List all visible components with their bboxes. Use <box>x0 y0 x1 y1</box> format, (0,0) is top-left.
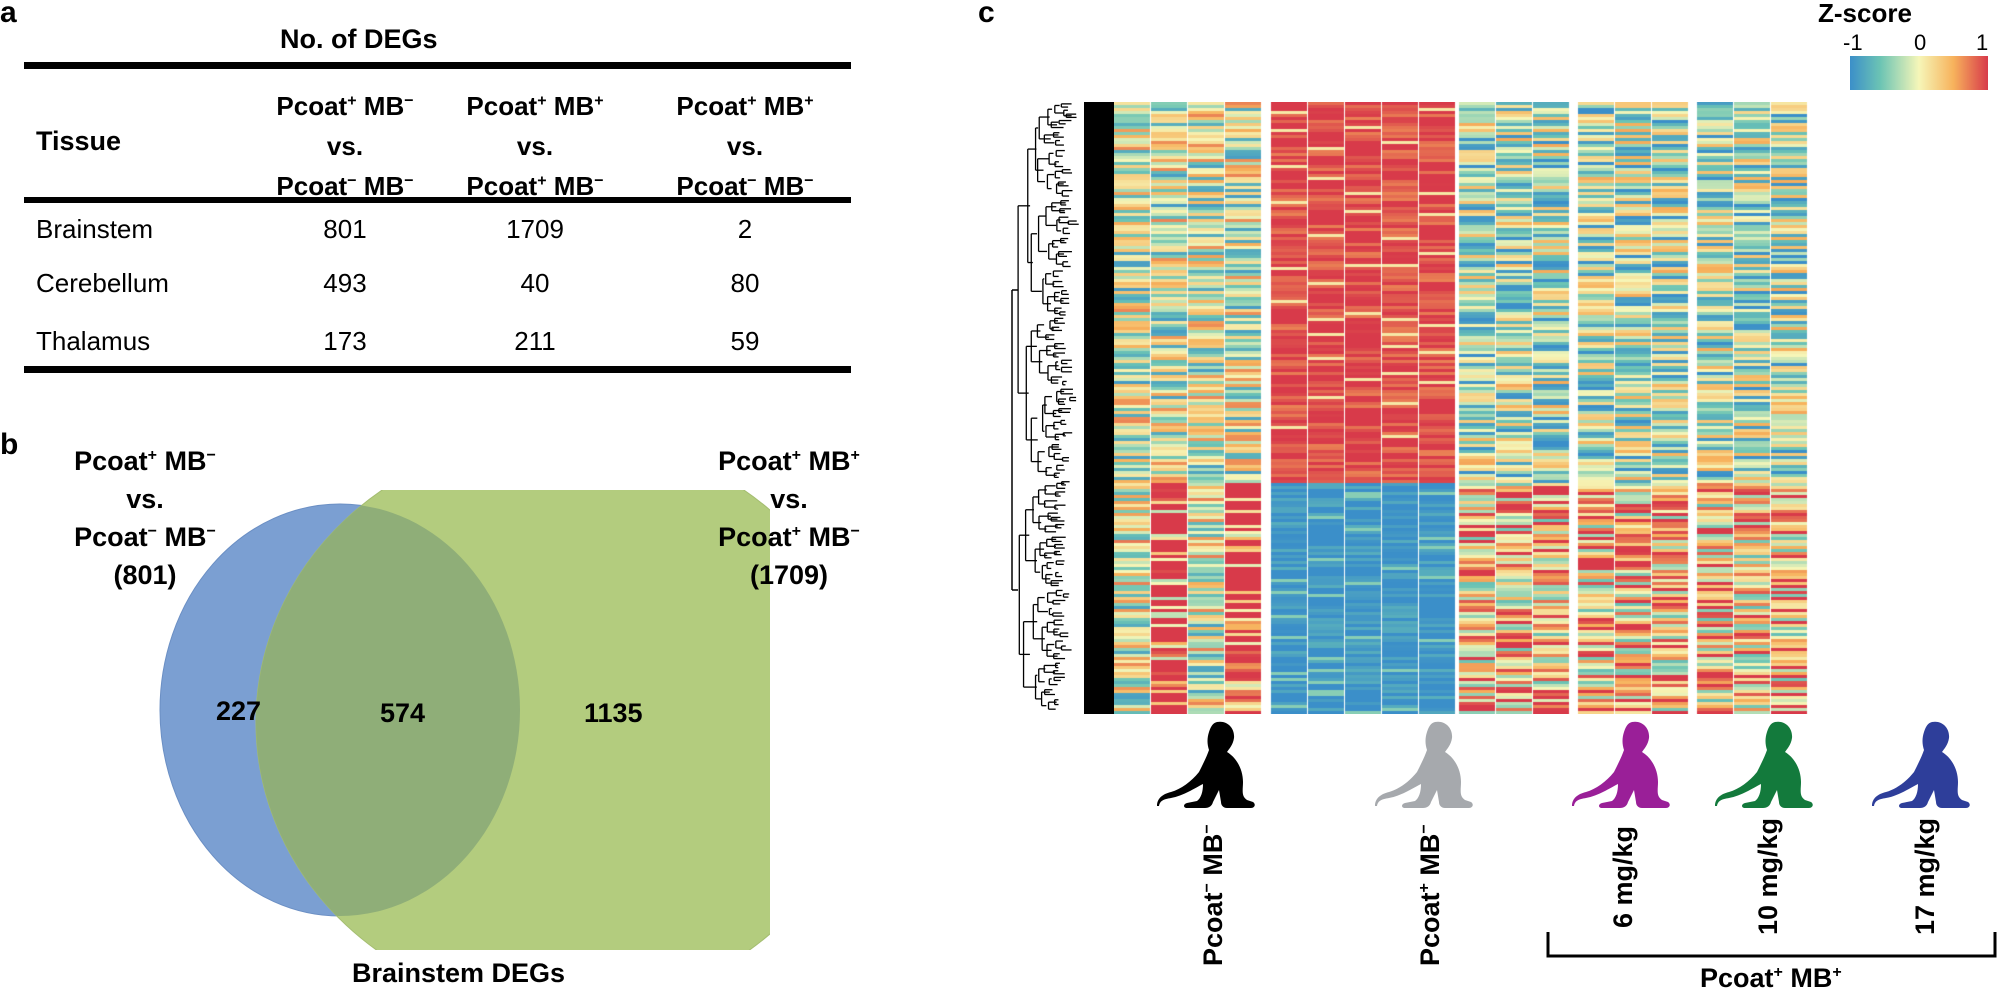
row-value: 59 <box>730 326 760 356</box>
monkey-shape <box>1157 721 1255 808</box>
venn-count-left-only: 227 <box>216 696 262 726</box>
row-value: 211 <box>514 326 556 356</box>
row-value: 40 <box>520 268 550 298</box>
venn-caption: Brainstem DEGs <box>352 958 566 988</box>
zscore-legend-tick: 0 <box>1914 30 1927 55</box>
column-header-2: Pcoat+ MB+ vs. Pcoat+ MB− <box>466 91 604 201</box>
row-value: 80 <box>730 268 760 298</box>
monkey-icon-gray <box>1375 721 1473 808</box>
group-label-17mg: 17 mg/kg <box>1910 817 1940 935</box>
venn-count-overlap: 574 <box>380 698 426 728</box>
venn-left-label: Pcoat+ MB− vs. Pcoat− MB− (801) <box>74 446 216 590</box>
row-tissue: Brainstem <box>36 214 154 244</box>
column-header-3: Pcoat+ MB+ vs. Pcoat− MB− <box>676 91 814 201</box>
panel-a-letter: a <box>0 0 17 29</box>
zscore-legend-title: Z-score <box>1818 0 1912 28</box>
dose-bracket <box>1546 932 1997 958</box>
monkey-icon-green <box>1715 721 1813 808</box>
zscore-legend-tick: 1 <box>1976 30 1989 55</box>
venn-overlap <box>256 504 520 916</box>
row-tissue: Thalamus <box>36 326 151 356</box>
column-header-1: Pcoat+ MB− vs. Pcoat− MB− <box>276 91 414 201</box>
panel-c-letter: c <box>978 0 995 29</box>
table-title: No. of DEGs <box>280 24 438 54</box>
row-tissue: Cerebellum <box>36 268 169 298</box>
monkey-icon-purple <box>1572 721 1670 808</box>
row-value: 493 <box>323 268 367 298</box>
panel-b-letter: b <box>0 428 19 461</box>
row-value: 173 <box>323 326 367 356</box>
row-dendrogram <box>1011 102 1122 714</box>
row-value: 2 <box>737 214 753 244</box>
table-header-rule <box>24 197 851 203</box>
heatmap <box>1114 102 1996 714</box>
group-label-10mg: 10 mg/kg <box>1753 817 1783 935</box>
monkey-icon-blue <box>1872 721 1970 808</box>
zscore-colorbar <box>1850 56 1988 90</box>
tissue-header: Tissue <box>36 126 122 156</box>
table-bottom-rule <box>24 366 851 373</box>
venn-right-label: Pcoat+ MB+ vs. Pcoat+ MB− (1709) <box>718 446 860 590</box>
venn-count-right-only: 1135 <box>584 698 643 728</box>
row-value: 801 <box>323 214 367 244</box>
bracket-label: Pcoat+ MB+ <box>1700 963 1842 993</box>
row-value: 1709 <box>506 214 564 244</box>
table-top-rule <box>24 62 851 69</box>
group-label-pcoat-pos-mb-neg: Pcoat+ MB− <box>1415 824 1445 966</box>
monkey-icon-black <box>1157 721 1255 808</box>
group-label-6mg: 6 mg/kg <box>1608 825 1638 928</box>
venn-diagram <box>159 490 770 950</box>
group-label-pcoat-neg-mb-neg: Pcoat− MB− <box>1198 824 1228 966</box>
zscore-legend-tick: -1 <box>1843 30 1863 55</box>
